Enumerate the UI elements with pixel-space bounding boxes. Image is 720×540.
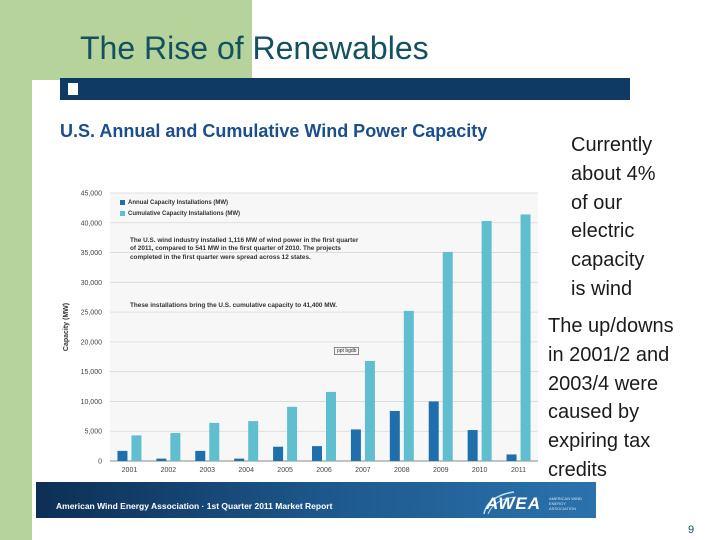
bar-annual (117, 450, 128, 461)
legend-cumulative-label: Cumulative Capacity Installations (MW) (128, 211, 241, 218)
plot-area (110, 193, 538, 461)
bar-annual (195, 450, 206, 461)
side-text-tax-credits: The up/downs in 2001/2 and 2003/4 were c… (548, 312, 674, 485)
chart-note-cumulative: These installations bring the U.S. cumul… (130, 302, 338, 309)
side-text-line: electric (571, 220, 635, 243)
side-text-line: expiring tax (548, 430, 651, 453)
bar-annual (467, 430, 478, 461)
green-corner-decoration (0, 0, 252, 80)
side-text-line: The up/downs (548, 315, 674, 337)
bar-cumulative (403, 310, 414, 461)
x-tick-label: 2007 (355, 467, 371, 474)
x-tick-label: 2009 (433, 467, 449, 474)
report-footer-text: American Wind Energy Association · 1st Q… (56, 501, 333, 511)
bar-cumulative (442, 251, 453, 461)
legend-cumulative: Cumulative Capacity Installations (MW) (120, 211, 240, 217)
x-tick-label: 2010 (472, 467, 488, 474)
x-tick-label: 2008 (394, 467, 410, 474)
side-text-line: capacity (571, 249, 645, 272)
x-tick-label: 2011 (511, 467, 526, 474)
bar-annual (506, 454, 517, 461)
bar-cumulative (364, 360, 375, 461)
bar-cumulative (170, 433, 181, 461)
y-tick-label: 10,000 (81, 399, 103, 406)
bar-cumulative (131, 435, 142, 461)
bar-annual (428, 401, 439, 461)
bar-annual (273, 446, 284, 461)
side-text-capacity-share: Currently about 4% of our electric capac… (571, 131, 656, 304)
legend-annual: Annual Capacity Installations (MW) (120, 200, 228, 206)
y-tick-label: 45,000 (81, 191, 103, 198)
y-tick-label: 30,000 (81, 280, 103, 287)
slide-title: The Rise of Renewables (80, 30, 429, 66)
bar-cumulative (481, 220, 492, 461)
chart-stamp: ppt bgdb (334, 347, 360, 355)
bar-cumulative (520, 214, 531, 461)
chart-heading: U.S. Annual and Cumulative Wind Power Ca… (60, 121, 488, 141)
legend-cumulative-swatch (120, 211, 125, 216)
x-tick-label: 2005 (277, 467, 293, 474)
side-text-line: caused by (548, 401, 640, 424)
x-tick-label: 2006 (316, 467, 332, 474)
legend-annual-label: Annual Capacity Installations (MW) (128, 200, 229, 207)
title-bar-notch (68, 83, 78, 95)
y-axis-label: Capacity (MW) (63, 303, 70, 351)
awea-logo-icon (483, 491, 517, 515)
side-text-line: 2003/4 were (548, 372, 659, 395)
x-tick-label: 2003 (199, 467, 215, 474)
bar-annual (234, 458, 245, 461)
side-text-line: about 4% (571, 162, 656, 185)
bar-annual (389, 410, 400, 461)
y-tick-label: 35,000 (81, 250, 103, 257)
title-underline-bar (60, 78, 630, 100)
chart-note-first-quarter: The U.S. wind industry installed 1,116 M… (130, 237, 359, 261)
bar-cumulative (287, 406, 298, 461)
side-text-line: of our (571, 191, 623, 214)
side-text-line: in 2001/2 and (548, 343, 670, 366)
bar-cumulative (326, 391, 336, 461)
x-tick-label: 2002 (161, 467, 177, 474)
legend-annual-swatch (120, 200, 125, 205)
bar-annual (350, 429, 361, 461)
y-tick-label: 20,000 (81, 339, 103, 346)
awea-logo-text: AWEA (486, 494, 541, 513)
side-text-line: Currently (571, 134, 653, 156)
awea-logo-subtext: AMERICAN WIND ENERGY ASSOCIATION (549, 496, 582, 511)
page-number: 9 (688, 524, 695, 536)
x-tick-label: 2001 (122, 467, 138, 474)
bar-annual (312, 446, 322, 461)
green-side-strip (0, 80, 32, 540)
y-tick-label: 15,000 (81, 369, 103, 376)
side-text-line: credits (548, 458, 607, 481)
y-tick-label: 25,000 (81, 310, 103, 317)
bar-cumulative (209, 422, 220, 461)
side-text-line: is wind (571, 277, 633, 300)
y-tick-label: 40,000 (81, 220, 103, 227)
y-tick-label: 5,000 (84, 429, 102, 436)
x-tick-label: 2004 (238, 467, 254, 474)
y-tick-label: 0 (98, 459, 102, 466)
bar-annual (156, 458, 167, 461)
bar-cumulative (248, 421, 259, 461)
